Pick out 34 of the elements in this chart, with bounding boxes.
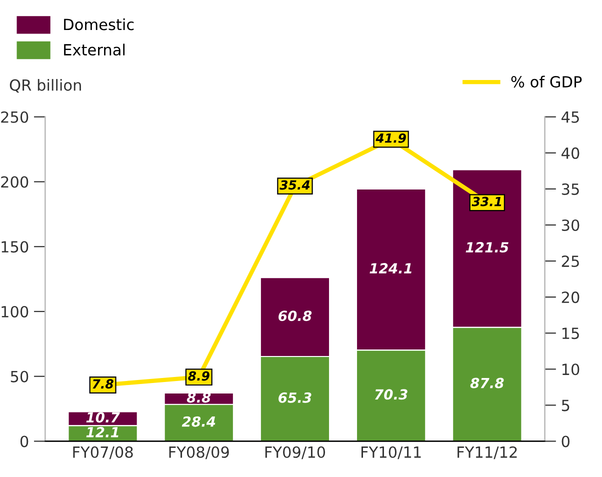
x-tick-label: FY11/12 xyxy=(458,446,517,460)
x-tick-label: FY08/09 xyxy=(169,446,229,460)
legend-label: External xyxy=(64,44,125,56)
y-tick-label: 150 xyxy=(2,241,28,253)
y-tick-label: 200 xyxy=(1,176,28,188)
y-tick-label: 250 xyxy=(1,111,28,123)
x-tick-label: FY10/11 xyxy=(361,446,421,460)
x-tick-label: FY07/08 xyxy=(73,446,133,460)
data-label: 60.8 xyxy=(278,310,312,322)
y-tick-label: 100 xyxy=(2,306,28,318)
y-tick-label: 50 xyxy=(10,370,28,382)
y2-tick-label: 35 xyxy=(562,183,579,195)
x-tick-label: FY09/10 xyxy=(265,446,326,460)
y2-tick-label: 10 xyxy=(562,364,580,376)
legend-label: % of GDP xyxy=(511,76,582,88)
data-label: 12.1 xyxy=(86,426,118,438)
y2-tick-label: 25 xyxy=(562,255,579,268)
data-label: 65.3 xyxy=(278,392,312,403)
legend-label: Domestic xyxy=(64,18,134,30)
data-label: 10.7 xyxy=(86,412,120,423)
y2-tick-label: 30 xyxy=(562,219,580,232)
data-label: 28.4 xyxy=(182,416,216,427)
y2-tick-label: 45 xyxy=(562,112,579,123)
y2-tick-label: 0 xyxy=(562,436,570,448)
data-label: 87.8 xyxy=(470,378,504,388)
y2-tick-label: 5 xyxy=(562,400,570,412)
data-label: 124.1 xyxy=(370,263,412,274)
y-axis-title: QR billion xyxy=(10,79,81,93)
y2-tick-label: 15 xyxy=(562,328,579,340)
data-label: 70.3 xyxy=(375,389,408,400)
data-label: 121.5 xyxy=(466,242,508,253)
y-tick-label: 0 xyxy=(20,436,28,448)
y2-tick-label: 40 xyxy=(562,147,580,159)
y2-tick-label: 20 xyxy=(562,292,580,304)
